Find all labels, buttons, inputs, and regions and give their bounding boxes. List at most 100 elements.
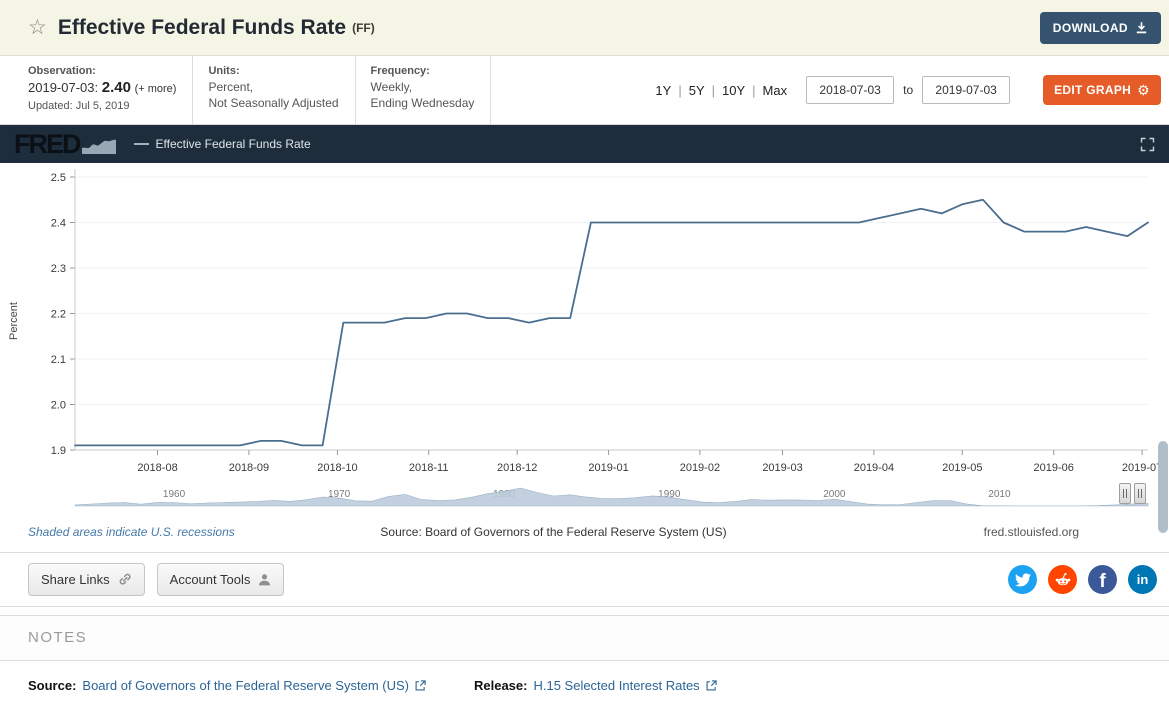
- gear-icon: ⚙: [1137, 82, 1150, 98]
- facebook-f-glyph: f: [1099, 571, 1106, 592]
- user-icon: [259, 574, 271, 586]
- range-separator: |: [711, 82, 716, 98]
- legend-line-swatch: [133, 143, 149, 145]
- fred-wordmark: FRED: [14, 128, 81, 159]
- series-id: (FF): [352, 20, 375, 35]
- source-link[interactable]: Board of Governors of the Federal Reserv…: [82, 678, 409, 693]
- svg-text:2019-01: 2019-01: [588, 462, 628, 474]
- units-block: Units: Percent, Not Seasonally Adjusted: [192, 56, 354, 124]
- chart-area: Percent 1.9 2.0 2.1 2.2 2.3 2.4 2.5 2018-08 2018…: [0, 163, 1169, 478]
- release-link[interactable]: H.15 Selected Interest Rates: [533, 678, 700, 693]
- svg-text:2018-10: 2018-10: [317, 462, 357, 474]
- fred-logo[interactable]: FRED: [14, 128, 116, 159]
- graph-footer: Shaded areas indicate U.S. recessions So…: [0, 512, 1169, 553]
- svg-text:2019-05: 2019-05: [942, 462, 982, 474]
- edit-graph-label: EDIT GRAPH: [1054, 83, 1132, 97]
- meta-bar: Observation: 2019-07-03: 2.40 (+ more) U…: [0, 56, 1169, 125]
- observation-value: 2.40: [101, 79, 131, 96]
- fred-url-link[interactable]: fred.stlouisfed.org: [983, 525, 1079, 539]
- range-5y[interactable]: 5Y: [688, 82, 705, 98]
- chart-legend: Effective Federal Funds Rate: [133, 137, 311, 151]
- graph-header-strip: FRED Effective Federal Funds Rate: [0, 125, 1169, 163]
- fred-squiggle-icon: [81, 140, 116, 155]
- spacer: [490, 56, 655, 124]
- account-tools-label: Account Tools: [169, 572, 251, 587]
- range-max[interactable]: Max: [762, 82, 788, 98]
- svg-text:2019-03: 2019-03: [762, 462, 802, 474]
- svg-text:2019-07: 2019-07: [1122, 462, 1162, 474]
- units-line2: Not Seasonally Adjusted: [208, 96, 339, 111]
- account-tools-button[interactable]: Account Tools: [156, 563, 285, 596]
- twitter-icon[interactable]: [1008, 565, 1037, 594]
- main-chart[interactable]: 1.9 2.0 2.1 2.2 2.3 2.4 2.5 2018-08 2018-09 2018-…: [0, 163, 1169, 478]
- date-end-input[interactable]: [922, 76, 1011, 104]
- linkedin-in-glyph: in: [1136, 572, 1149, 587]
- page-title: Effective Federal Funds Rate: [57, 15, 347, 39]
- linkedin-icon[interactable]: in: [1128, 565, 1157, 594]
- svg-text:2.5: 2.5: [51, 172, 66, 184]
- page-scrollbar-thumb[interactable]: [1158, 441, 1168, 533]
- observation-block: Observation: 2019-07-03: 2.40 (+ more) U…: [28, 56, 192, 124]
- fullscreen-icon[interactable]: [1140, 137, 1155, 152]
- legend-label: Effective Federal Funds Rate: [155, 137, 311, 151]
- release-label: Release:: [473, 678, 528, 693]
- favorite-star-icon[interactable]: ☆: [28, 16, 47, 39]
- reddit-icon[interactable]: [1048, 565, 1077, 594]
- range-controls: 1Y | 5Y | 10Y | Max to EDIT GRAPH ⚙: [655, 56, 1161, 124]
- link-icon: [119, 573, 131, 585]
- svg-text:2019-02: 2019-02: [680, 462, 720, 474]
- range-separator: |: [752, 82, 756, 98]
- units-label: Units:: [208, 65, 240, 77]
- frequency-line2: Ending Wednesday: [370, 96, 475, 111]
- chart-navigator[interactable]: 196019701980199020002010: [0, 478, 1169, 512]
- svg-text:1.9: 1.9: [51, 445, 66, 457]
- edit-graph-button[interactable]: EDIT GRAPH ⚙: [1043, 75, 1161, 105]
- social-buttons: f in: [1008, 565, 1157, 594]
- observation-label: Observation:: [28, 65, 96, 77]
- svg-text:2019-06: 2019-06: [1034, 462, 1074, 474]
- svg-text:2.3: 2.3: [51, 263, 66, 275]
- share-bar: Share Links Account Tools f: [0, 553, 1169, 607]
- navigator-decade-label: 1970: [327, 489, 351, 500]
- units-line1: Percent,: [208, 80, 254, 94]
- navigator-right-handle[interactable]: [1134, 483, 1146, 504]
- updated-text: Updated: Jul 5, 2019: [28, 100, 130, 112]
- date-start-input[interactable]: [806, 76, 895, 104]
- source-item: Source: Board of Governors of the Federa…: [28, 678, 426, 693]
- navigator-left-handle[interactable]: [1119, 483, 1131, 504]
- share-links-button[interactable]: Share Links: [28, 563, 145, 596]
- more-observations-link[interactable]: (+ more): [134, 83, 177, 95]
- navigator-decade-label: 1960: [162, 489, 186, 500]
- release-item: Release: H.15 Selected Interest Rates: [474, 678, 717, 693]
- frequency-line1: Weekly,: [370, 80, 413, 94]
- svg-text:2.4: 2.4: [51, 218, 66, 230]
- download-icon: [1136, 22, 1147, 34]
- facebook-icon[interactable]: f: [1088, 565, 1117, 594]
- navigator-decade-label: 2010: [988, 489, 1011, 500]
- frequency-label: Frequency:: [370, 65, 430, 77]
- range-1y[interactable]: 1Y: [655, 82, 672, 98]
- observation-line: 2019-07-03: 2.40 (+ more): [28, 79, 176, 96]
- source-release-row: Source: Board of Governors of the Federa…: [0, 661, 1169, 710]
- download-label: DOWNLOAD: [1052, 20, 1128, 35]
- svg-text:2018-12: 2018-12: [497, 462, 537, 474]
- range-selector: 1Y | 5Y | 10Y | Max: [655, 83, 787, 98]
- svg-text:2019-04: 2019-04: [854, 462, 894, 474]
- navigator-area-chart[interactable]: [0, 482, 1169, 508]
- svg-text:2018-08: 2018-08: [137, 462, 177, 474]
- svg-text:2.2: 2.2: [51, 309, 66, 321]
- source-note: Source: Board of Governors of the Federa…: [380, 525, 727, 539]
- date-to-label: to: [903, 83, 914, 97]
- frequency-block: Frequency: Weekly, Ending Wednesday: [354, 56, 491, 124]
- navigator-decade-label: 2000: [823, 489, 846, 500]
- range-10y[interactable]: 10Y: [722, 82, 746, 98]
- download-button[interactable]: DOWNLOAD: [1039, 11, 1161, 44]
- recessions-note-link[interactable]: Shaded areas indicate U.S. recessions: [28, 525, 235, 539]
- svg-text:2018-09: 2018-09: [229, 462, 269, 474]
- notes-section: NOTES: [0, 615, 1169, 661]
- source-label: Source:: [28, 678, 77, 693]
- navigator-decade-label: 1990: [658, 489, 681, 500]
- svg-text:2.0: 2.0: [51, 400, 66, 412]
- page-header: ☆ Effective Federal Funds Rate (FF) DOWN…: [0, 0, 1169, 56]
